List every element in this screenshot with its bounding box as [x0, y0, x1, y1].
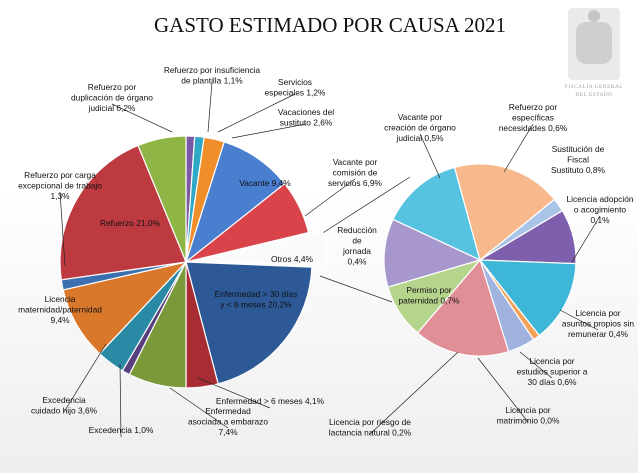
main-leader-10	[119, 363, 122, 438]
main-leader-1	[207, 81, 213, 133]
main-label-12: Licencia maternidad/paternidad 9,4%	[18, 294, 102, 325]
sub-slice-1	[392, 166, 481, 262]
sub-label-8: Permiso por paternidad 0,7%	[399, 285, 461, 306]
sub-label-3: Licencia adopción o acogimiento 0,1%	[566, 194, 633, 225]
main-label-4: Vacante 9,4%	[239, 178, 291, 188]
sub-leader-5	[519, 351, 553, 379]
sub-slice-5	[478, 259, 577, 337]
main-pie	[59, 135, 327, 389]
main-slice-6	[199, 230, 327, 267]
main-leader-13	[59, 191, 66, 267]
main-leader-2	[217, 93, 296, 133]
sub-leader-4	[559, 309, 599, 331]
sub-label-4: Licencia por asuntos propios sin remunerar…	[562, 308, 635, 339]
breakdown-pie	[383, 163, 577, 357]
logo-text-1: FISCALÍA GENERAL	[565, 82, 623, 90]
main-label-7: Enfermedad > 30 días y < 6 meses 20,2%	[215, 289, 298, 310]
main-slice-14	[59, 144, 187, 281]
connector-bottom	[319, 275, 393, 303]
sub-leader-10	[419, 133, 441, 179]
main-leader-3	[231, 123, 307, 139]
main-leader-11	[63, 343, 107, 413]
main-label-5: Vacante por comisión de servicios 6,9%	[328, 157, 383, 188]
sub-label-2: Sustitución de Fiscal Sustituto 0,8%	[551, 144, 606, 175]
main-label-10: Excedencia 1,0%	[89, 425, 154, 435]
sub-slice-8	[416, 258, 510, 357]
main-leader-15	[111, 103, 173, 133]
connector-top	[317, 176, 411, 237]
sub-label-7: Licencia por riesgo de lactancia natural …	[329, 417, 412, 438]
sub-label-10: Vacante por creación de órgano judicial 0,…	[384, 112, 456, 143]
main-label-6: Otros 4,4%	[271, 254, 313, 264]
main-label-14: Refuerzo 21,0%	[100, 218, 161, 228]
slice-labels: Refuerzo por insuficiencia de plantilla 1…	[18, 65, 634, 438]
main-label-13: Refuerzo por carga excepcional de trabajo…	[18, 170, 102, 201]
main-slice-5	[185, 182, 310, 263]
main-leader-8	[197, 377, 271, 409]
sub-leader-7	[369, 351, 459, 435]
main-label-1: Refuerzo por insuficiencia de plantilla 1…	[164, 65, 261, 86]
sub-leader-3	[571, 215, 601, 263]
main-label-15: Refuerzo por duplicación de órgano judicia…	[71, 82, 153, 113]
chart-title: GASTO ESTIMADO POR CAUSA 2021	[154, 13, 506, 37]
sub-leader-6	[477, 357, 529, 423]
sub-slice-2	[453, 163, 556, 262]
main-label-11: Excedencia cuidado hijo 3,6%	[31, 395, 98, 416]
main-leader-5	[304, 178, 356, 217]
coat-of-arms-logo: FISCALÍA GENERAL DEL ESTADO	[565, 8, 623, 98]
main-slice-15	[137, 135, 187, 263]
sub-label-9: Reducción de jornada 0,4%	[337, 225, 377, 267]
main-label-2: Servicios especiales 1,2%	[265, 77, 327, 98]
sub-leader-1	[503, 123, 534, 173]
pie-connector-lines	[317, 176, 411, 303]
main-leader-9	[169, 387, 229, 429]
main-label-9: Enfermedad asociada a embarazo 7,4%	[188, 406, 268, 437]
main-label-3: Vacaciones del sustituto 2,6%	[278, 107, 334, 128]
sub-label-1: Refuerzo por específicas necesidades 0,6%	[499, 102, 568, 133]
main-slice-7	[185, 261, 313, 385]
sub-label-5: Licencia por estudios superior a 30 días 0…	[517, 356, 588, 387]
logo-text-2: DEL ESTADO	[575, 92, 612, 98]
sub-slice-10	[383, 218, 482, 288]
sub-label-6: Licencia por matrimonio 0,0%	[497, 405, 560, 426]
main-label-8: Enfermedad > 6 meses 4,1%	[216, 396, 325, 406]
leader-lines	[59, 81, 601, 438]
